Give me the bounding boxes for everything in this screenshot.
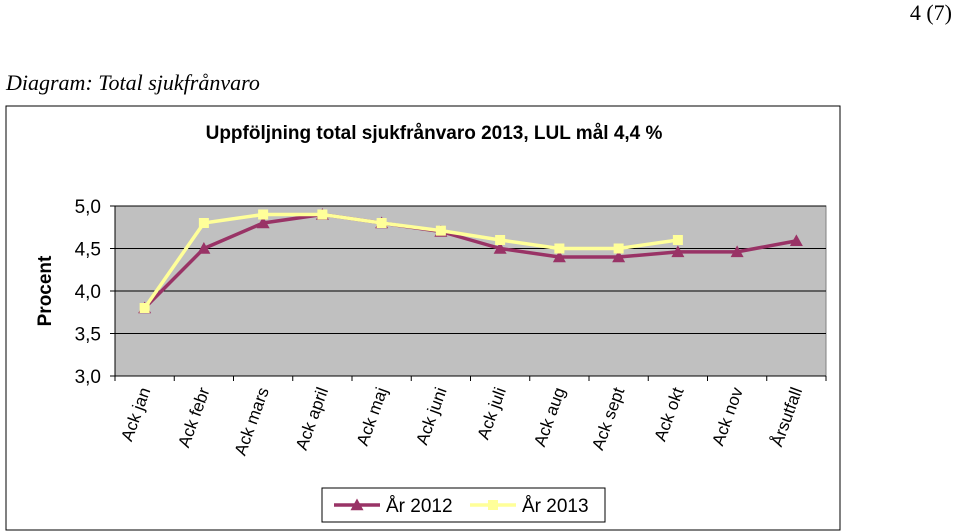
data-point (554, 243, 565, 254)
legend-marker (350, 498, 364, 511)
legend-item: År 2012 (334, 496, 453, 517)
data-point (317, 209, 328, 220)
data-point (730, 245, 744, 258)
series-line (143, 212, 797, 310)
gridlines (110, 205, 826, 377)
legend-item: År 2013 (470, 496, 589, 517)
data-point (256, 216, 270, 229)
data-point (493, 242, 507, 254)
y-tick-label: 4,0 (75, 282, 101, 303)
axes (114, 206, 827, 381)
data-point (435, 225, 446, 236)
section-title: Diagram: Total sjukfrånvaro (6, 70, 260, 95)
data-point (612, 250, 626, 263)
data-point (197, 242, 211, 254)
chart-title: Uppföljning total sjukfrånvaro 2013, LUL… (206, 123, 663, 144)
data-point (139, 303, 150, 313)
data-point (789, 234, 803, 247)
data-point (495, 235, 506, 245)
data-point (672, 235, 683, 245)
data-point (552, 250, 566, 263)
y-tick-label: 3,5 (75, 325, 101, 346)
y-tick-labels: 3,0 3,5 4,0 4,5 5,0 (75, 197, 101, 388)
legend-label: År 2012 (386, 496, 453, 517)
page-number: 4 (7) (909, 0, 952, 25)
series-line (143, 212, 679, 310)
y-axis-label: Procent (35, 255, 56, 326)
series-2013 (139, 209, 683, 313)
data-point (671, 245, 685, 258)
data-point (258, 209, 269, 220)
data-point (376, 218, 387, 228)
series-group (138, 208, 803, 314)
y-tick-label: 3,0 (75, 367, 101, 388)
data-point (198, 218, 209, 228)
y-tick-label: 5,0 (75, 197, 101, 218)
legend: År 2012 År 2013 (321, 487, 606, 523)
data-point (613, 243, 624, 254)
y-tick-label: 4,5 (75, 240, 101, 261)
legend-marker (488, 500, 498, 510)
legend-label: År 2013 (522, 496, 589, 517)
